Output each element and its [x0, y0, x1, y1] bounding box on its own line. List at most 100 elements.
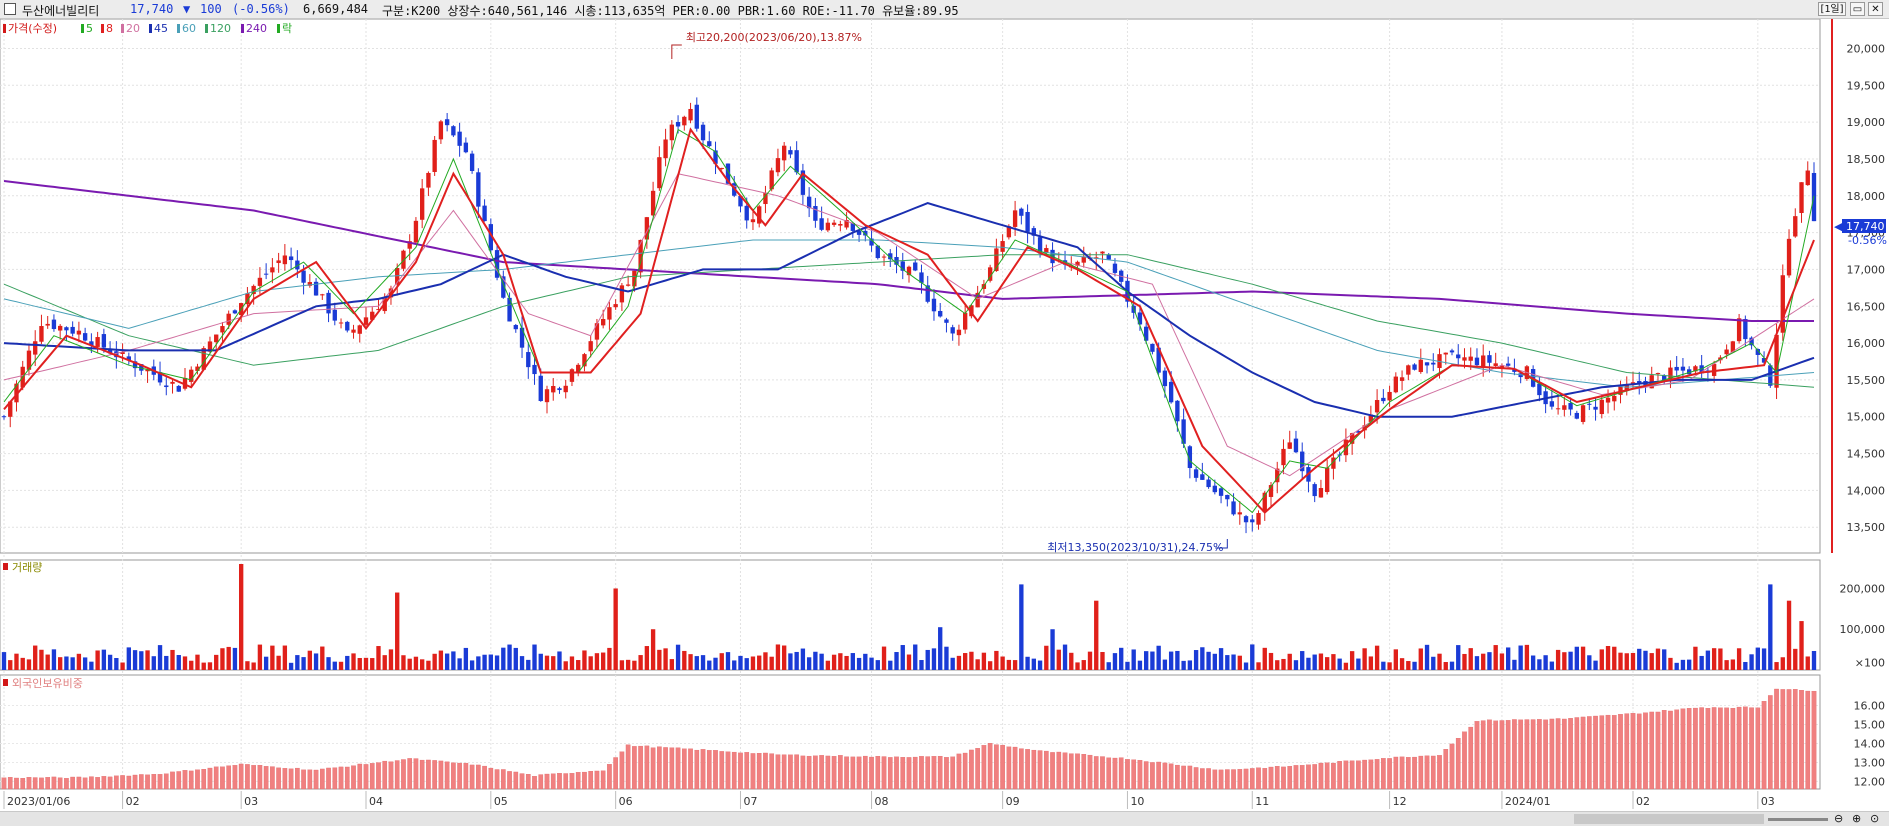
volume-bar: [469, 660, 475, 670]
foreign-ownership-bar: [1605, 714, 1611, 790]
legend-item[interactable]: 60: [182, 22, 196, 35]
volume-bar: [395, 592, 400, 670]
volume-bar: [1805, 656, 1810, 670]
legend-item[interactable]: 락: [282, 22, 292, 35]
candle-body: [1243, 516, 1249, 523]
foreign-ownership-bar: [482, 765, 487, 790]
close-button[interactable]: ✕: [1868, 2, 1883, 16]
candle-body: [669, 124, 674, 141]
volume-bar: [1618, 652, 1623, 670]
candle-body: [45, 323, 50, 326]
candle-body: [157, 372, 163, 383]
candle-body: [563, 385, 568, 393]
volume-bar: [1381, 661, 1386, 670]
candle-body: [39, 326, 44, 342]
foreign-ownership-bar: [756, 753, 762, 790]
foreign-ownership-bar: [1299, 765, 1305, 790]
candle-body: [931, 298, 937, 312]
legend-item[interactable]: 45: [154, 22, 168, 35]
foreign-ownership-bar: [1031, 749, 1037, 790]
volume-bar: [1643, 650, 1648, 670]
volume-bar: [1537, 659, 1542, 670]
candle-body: [1025, 211, 1030, 232]
candle-body: [1786, 238, 1792, 276]
foreign-ownership-bar: [1686, 708, 1692, 790]
candle-body: [232, 310, 238, 314]
foreign-ownership-bar: [588, 771, 594, 790]
candle-body: [713, 150, 718, 164]
checkbox-icon[interactable]: [4, 3, 16, 15]
legend-item[interactable]: 240: [246, 22, 267, 35]
candle-body: [950, 327, 955, 334]
candle-body: [1805, 170, 1810, 186]
foreign-ownership-bar: [569, 773, 575, 790]
date-tick-label: 03: [244, 795, 258, 808]
zoom-out-icon[interactable]: ⊖: [1834, 812, 1844, 825]
legend-item[interactable]: 가격(수정): [8, 22, 57, 35]
candle-body: [132, 361, 138, 369]
candle-body: [738, 195, 743, 207]
legend-item[interactable]: 20: [126, 22, 140, 35]
zoom-in-icon[interactable]: ⊕: [1852, 812, 1862, 825]
volume-bar: [800, 648, 806, 670]
volume-bar: [351, 653, 356, 670]
foreign-ownership-bar: [145, 774, 150, 790]
legend-item[interactable]: 120: [210, 22, 231, 35]
candle-body: [1281, 448, 1286, 466]
candle-body: [819, 218, 824, 230]
scroll-thumb[interactable]: [1574, 814, 1764, 824]
foreign-ownership-bar: [831, 756, 837, 790]
foreign-ownership-bar: [775, 754, 781, 790]
foreign-ownership-bar: [1019, 748, 1024, 790]
volume-bar: [320, 646, 325, 670]
foreign-ownership-bar: [1786, 689, 1792, 790]
current-price: 17,740: [130, 2, 174, 16]
candle-body: [975, 292, 980, 308]
stock-name[interactable]: 두산에너빌리티: [22, 4, 100, 18]
minimize-button[interactable]: ▭: [1850, 2, 1865, 16]
legend-item[interactable]: 5: [86, 22, 93, 35]
foreign-ownership-bar: [45, 777, 51, 790]
foreign-ownership-bar: [1799, 690, 1804, 790]
foreign-ownership-bar: [657, 746, 662, 790]
foreign-ownership-bar: [220, 766, 225, 790]
price-tick-label: 20,000: [1847, 42, 1886, 55]
stock-chart[interactable]: 13,500 14,000 14,500 15,000 15,500 16,000 16,5…: [0, 19, 1889, 811]
candle-body: [332, 309, 337, 321]
candle-body: [114, 351, 119, 358]
candle-body: [1206, 479, 1211, 488]
volume-bar: [981, 652, 987, 670]
date-tick-label: 2024/01: [1505, 795, 1551, 808]
low-annotation: 최저13,350(2023/10/31),24.75%: [1047, 541, 1223, 554]
zoom-reset-icon[interactable]: ⊙: [1870, 812, 1880, 825]
candle-body: [1075, 261, 1080, 266]
foreign-ownership-bar: [613, 757, 618, 790]
period-button[interactable]: [1일]: [1818, 2, 1846, 16]
candle-body: [70, 326, 75, 334]
foreign-ownership-bar: [1537, 719, 1542, 790]
candle-body: [95, 337, 100, 347]
candle-body: [313, 281, 319, 296]
volume-bar: [831, 654, 837, 670]
foreign-ownership-bar: [344, 766, 350, 790]
chart-scrollbar[interactable]: ⊖ ⊕ ⊙: [0, 811, 1889, 826]
foreign-ownership-bar: [1574, 717, 1580, 790]
ma-45-line: [3, 202, 1815, 418]
foreign-tick-label: 14.00: [1854, 737, 1886, 750]
candle-body: [1044, 248, 1049, 254]
candle-body: [513, 325, 518, 330]
candle-body: [844, 219, 849, 228]
foreign-ownership-bar: [1543, 719, 1548, 790]
volume-panel-marker: [3, 563, 8, 570]
candle-body: [195, 366, 200, 371]
zoom-slider[interactable]: [1768, 818, 1828, 821]
candle-body: [407, 241, 412, 249]
volume-bar: [120, 662, 125, 670]
volume-bar: [1337, 658, 1342, 670]
volume-bar: [107, 654, 113, 670]
candle-body: [1724, 349, 1729, 355]
foreign-ownership-bar: [157, 774, 163, 790]
legend-item[interactable]: 8: [106, 22, 113, 35]
foreign-ownership-bar: [582, 771, 587, 790]
volume-bar: [1243, 662, 1249, 670]
